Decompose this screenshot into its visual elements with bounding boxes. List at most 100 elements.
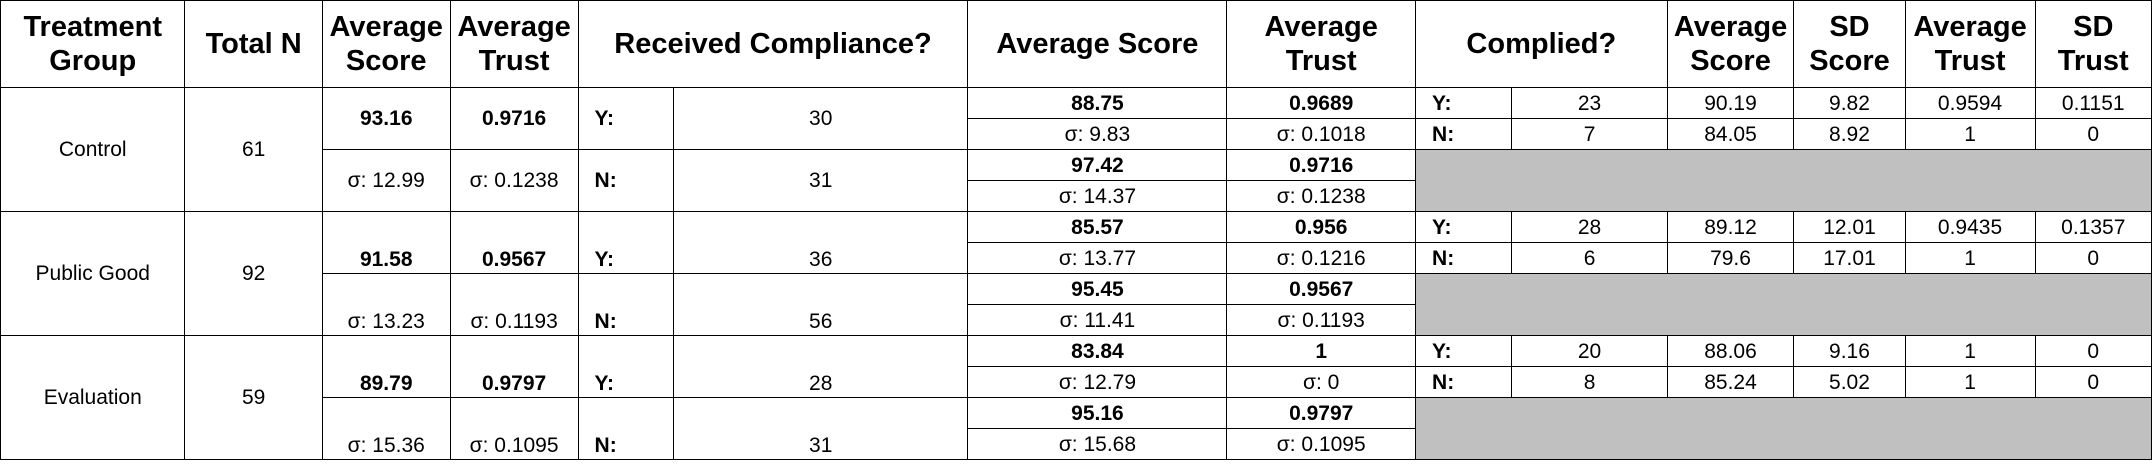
complied-no-sd-trust: 0 [2034,118,2153,150]
group-trust-sd: σ: 0.1095 [449,397,579,460]
complied-no-sd-trust: 0 [2034,242,2153,274]
group-average-trust: 0.9567 [449,211,579,274]
complied-no-sd-score: 8.92 [1793,118,1906,150]
complied-no-sd-score: 17.01 [1793,242,1906,274]
complied-no-avg-trust: 1 [1904,242,2036,274]
complied-yes-avg-score: 89.12 [1666,211,1795,243]
header-avg-trust-received: Average Trust [1226,0,1417,88]
complied-yes-sd-score: 9.82 [1793,87,1906,119]
received-no-count: 31 [672,397,969,460]
table-row: σ: 13.23 σ: 0.1193 N: 56 95.45 0.9567 [1,273,2152,336]
complied-yes-avg-score: 88.06 [1666,335,1795,367]
complied-no-count: 7 [1511,118,1668,150]
table-row: Evaluation 59 89.79 0.9797 Y: 28 83.84 1… [0,335,2153,460]
complied-no-avg-score: 84.05 [1666,118,1795,150]
received-no-avg-trust: 0.9716 [1226,149,1417,181]
header-complied: Complied? [1415,0,1668,88]
group-name: Evaluation [0,335,186,460]
table-row: Public Good 92 91.58 0.9567 Y: 36 85.57 … [0,211,2153,336]
table-row: σ: 13.77 σ: 0.1216 N: 6 79.6 17.01 1 0 [1,242,2153,274]
header-avg-trust-complied: Average Trust [1904,0,2036,88]
header-received-compliance: Received Compliance? [577,0,969,88]
table-row: σ: 15.36 σ: 0.1095 N: 31 95.16 0.9797 [1,397,2152,460]
complied-yes-avg-score: 90.19 [1666,87,1795,119]
complied-no-label: N: [1415,242,1513,274]
received-yes-label: Y: [577,335,674,398]
received-no-score-sd: σ: 11.41 [967,304,1228,336]
complied-no-label: N: [1415,118,1513,150]
complied-yes-count: 20 [1511,335,1668,367]
group-average-score: 89.79 [321,335,451,398]
group-average-trust: 0.9797 [449,335,579,398]
header-total-n: Total N [184,0,323,88]
received-yes-count: 36 [672,211,969,274]
received-no-avg-score: 95.16 [967,397,1228,429]
group-average-trust: 0.9716 [449,87,579,150]
header-average-trust: Average Trust [449,0,579,88]
group-total-n: 61 [184,87,323,212]
table-row: σ: 11.41 σ: 0.1193 [1,304,2152,336]
received-no-label: N: [577,273,674,336]
group-score-sd: σ: 13.23 [321,273,451,336]
table-row: σ: 12.79 σ: 0 N: 8 85.24 5.02 1 0 [1,366,2153,398]
group-average-score: 93.16 [321,87,451,150]
group-score-sd: σ: 15.36 [321,397,451,460]
received-yes-count: 28 [672,335,969,398]
complied-no-count: 6 [1511,242,1668,274]
header-treatment-group: Treatment Group [0,0,186,88]
complied-no-avg-trust: 1 [1904,366,2036,398]
received-yes-score-sd: σ: 9.83 [967,118,1228,150]
complied-yes-count: 23 [1511,87,1668,119]
group-average-score: 91.58 [321,211,451,274]
received-yes-avg-score: 88.75 [967,87,1228,119]
table-row: σ: 12.99 σ: 0.1238 N: 31 97.42 0.9716 [1,149,2152,212]
received-yes-trust-sd: σ: 0.1018 [1226,118,1417,150]
complied-yes-count: 28 [1511,211,1668,243]
complied-no-avg-trust: 1 [1904,118,2036,150]
header-average-score: Average Score [321,0,451,88]
table-row: σ: 9.83 σ: 0.1018 N: 7 84.05 8.92 1 0 [1,118,2153,150]
received-no-trust-sd: σ: 0.1193 [1226,304,1417,336]
group-name: Control [0,87,186,212]
empty-shaded-cell [1415,397,2152,460]
complied-yes-avg-trust: 1 [1904,335,2036,367]
received-yes-score-sd: σ: 13.77 [967,242,1228,274]
header-row: Treatment Group Total N Average Score Av… [0,0,2153,88]
group-total-n: 92 [184,211,323,336]
complied-no-label: N: [1415,366,1513,398]
complied-yes-avg-trust: 0.9594 [1904,87,2036,119]
header-sd-score: SD Score [1793,0,1906,88]
received-yes-avg-score: 83.84 [967,335,1228,367]
complied-no-avg-score: 85.24 [1666,366,1795,398]
received-no-label: N: [577,397,674,460]
received-yes-avg-trust: 0.956 [1226,211,1417,243]
received-no-score-sd: σ: 14.37 [967,180,1228,212]
table-row: Control 61 93.16 0.9716 Y: 30 88.75 0.96… [0,87,2153,212]
group-total-n: 59 [184,335,323,460]
received-yes-trust-sd: σ: 0 [1226,366,1417,398]
received-no-avg-trust: 0.9797 [1226,397,1417,429]
received-no-trust-sd: σ: 0.1095 [1226,428,1417,460]
complied-no-sd-trust: 0 [2034,366,2153,398]
received-yes-avg-trust: 0.9689 [1226,87,1417,119]
received-no-avg-score: 95.45 [967,273,1228,305]
received-no-trust-sd: σ: 0.1238 [1226,180,1417,212]
complied-no-count: 8 [1511,366,1668,398]
complied-yes-label: Y: [1415,87,1513,119]
header-avg-score-received: Average Score [967,0,1228,88]
complied-yes-sd-trust: 0.1151 [2034,87,2153,119]
complied-yes-sd-trust: 0 [2034,335,2153,367]
received-no-count: 31 [672,149,969,212]
received-yes-label: Y: [577,87,674,150]
empty-shaded-cell [1415,149,2152,212]
received-yes-label: Y: [577,211,674,274]
received-yes-avg-trust: 1 [1226,335,1417,367]
received-no-score-sd: σ: 15.68 [967,428,1228,460]
complied-yes-avg-trust: 0.9435 [1904,211,2036,243]
results-table: Treatment Group Total N Average Score Av… [0,0,2153,460]
group-trust-sd: σ: 0.1238 [449,149,579,212]
received-no-avg-score: 97.42 [967,149,1228,181]
group-trust-sd: σ: 0.1193 [449,273,579,336]
group-score-sd: σ: 12.99 [321,149,451,212]
complied-no-avg-score: 79.6 [1666,242,1795,274]
